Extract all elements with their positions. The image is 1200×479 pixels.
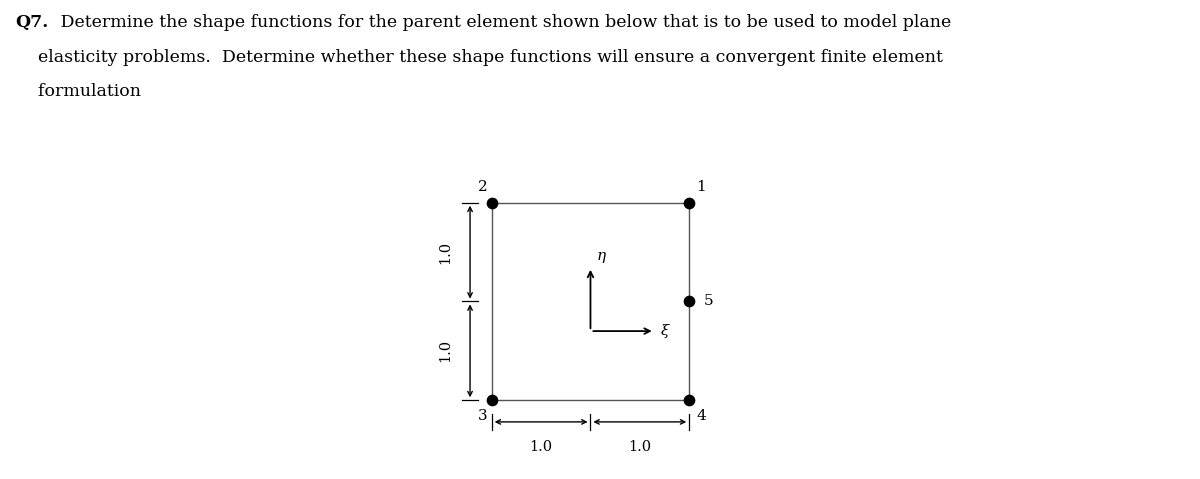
- Text: 5: 5: [704, 295, 714, 308]
- Text: formulation: formulation: [16, 83, 140, 100]
- Point: [679, 396, 698, 404]
- Text: 1.0: 1.0: [529, 440, 553, 454]
- Point: [482, 396, 502, 404]
- Point: [679, 297, 698, 305]
- Text: 1: 1: [696, 180, 706, 194]
- Text: 2: 2: [478, 180, 488, 194]
- Text: η: η: [596, 249, 606, 263]
- Text: 4: 4: [696, 409, 706, 423]
- Text: 1.0: 1.0: [438, 339, 452, 363]
- Text: ξ: ξ: [660, 324, 668, 338]
- Text: 1.0: 1.0: [629, 440, 652, 454]
- Text: 1.0: 1.0: [438, 240, 452, 264]
- Point: [679, 199, 698, 206]
- Text: Q7.: Q7.: [16, 14, 49, 31]
- Text: elasticity problems.  Determine whether these shape functions will ensure a conv: elasticity problems. Determine whether t…: [16, 49, 942, 66]
- Text: 3: 3: [478, 409, 488, 423]
- Text: Determine the shape functions for the parent element shown below that is to be u: Determine the shape functions for the pa…: [55, 14, 952, 31]
- Point: [482, 199, 502, 206]
